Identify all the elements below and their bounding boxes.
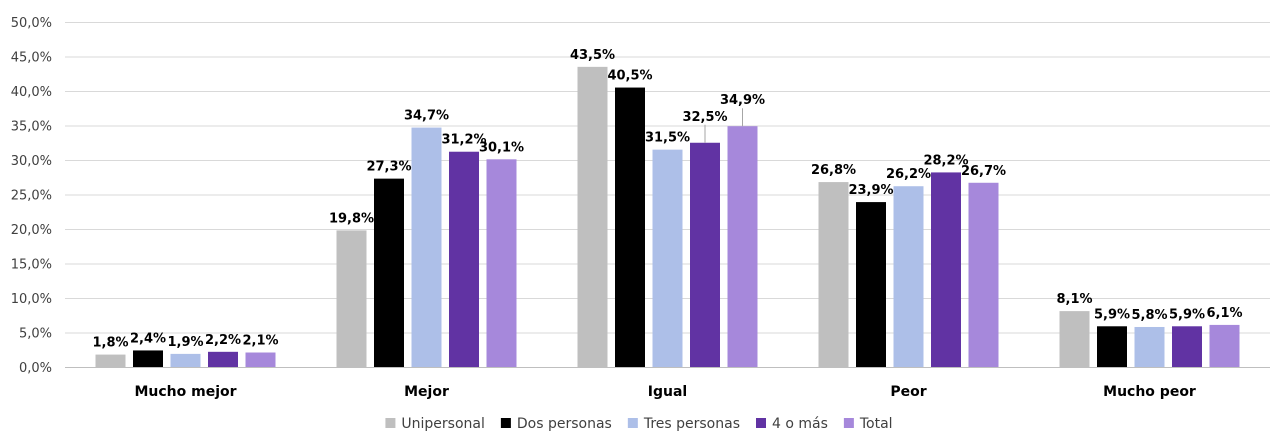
data-label: 8,1% <box>1056 292 1092 307</box>
data-label: 5,9% <box>1169 307 1205 322</box>
data-label: 19,8% <box>329 211 374 226</box>
data-label: 6,1% <box>1206 306 1242 321</box>
bar <box>133 350 163 367</box>
data-label: 5,9% <box>1094 307 1130 322</box>
y-axis-tick-labels: 0,0% 5,0% 10,0% 15,0% 20,0% 25,0% 30,0% 35,0% 40… <box>11 16 52 376</box>
bar <box>170 353 201 367</box>
bar <box>690 142 720 367</box>
y-tick-label: 15,0% <box>11 258 52 273</box>
y-tick-label: 35,0% <box>11 120 52 135</box>
data-label: 43,5% <box>570 48 615 63</box>
category-label: Mejor <box>404 384 449 400</box>
category-label: Mucho peor <box>1103 384 1196 400</box>
data-label: 2,4% <box>130 331 166 346</box>
legend-swatch <box>385 418 396 428</box>
data-label: 2,2% <box>205 333 241 348</box>
legend-item: 4 o más <box>755 416 828 432</box>
bar <box>411 127 442 367</box>
y-tick-label: 10,0% <box>11 292 52 307</box>
bar <box>856 202 886 367</box>
legend: Unipersonal Dos personas Tres personas 4 o … <box>385 416 893 432</box>
data-label: 5,8% <box>1131 308 1167 323</box>
legend-item: Tres personas <box>627 416 740 432</box>
y-tick-label: 0,0% <box>19 361 52 376</box>
bar <box>208 351 238 367</box>
bar <box>818 182 849 367</box>
y-tick-label: 20,0% <box>11 223 52 238</box>
data-label: 2,1% <box>242 334 278 349</box>
legend-item: Total <box>843 416 893 432</box>
data-label: 31,2% <box>441 133 486 148</box>
bars <box>95 66 1240 368</box>
bar <box>336 230 367 367</box>
bar <box>1209 324 1240 367</box>
x-axis-category-labels: Mucho mejor Mejor Igual Peor Mucho peor <box>134 384 1195 400</box>
legend-label: Total <box>859 416 893 432</box>
legend-swatch <box>500 418 511 428</box>
data-label: 30,1% <box>479 140 524 155</box>
bar <box>1059 311 1090 367</box>
y-tick-label: 25,0% <box>11 189 52 204</box>
data-label: 26,7% <box>961 164 1006 179</box>
legend-item: Unipersonal <box>385 416 485 432</box>
y-tick-label: 30,0% <box>11 154 52 169</box>
legend-swatch <box>755 418 766 428</box>
bar <box>486 159 517 367</box>
bar <box>449 151 479 367</box>
bar <box>968 182 999 367</box>
y-tick-label: 45,0% <box>11 51 52 66</box>
bar <box>245 352 276 367</box>
bar <box>893 186 924 367</box>
data-label: 26,8% <box>811 163 856 178</box>
bar <box>95 354 126 367</box>
legend-label: Tres personas <box>643 416 740 432</box>
data-label: 23,9% <box>848 183 893 198</box>
legend-item: Dos personas <box>500 416 612 432</box>
category-label: Igual <box>648 384 687 400</box>
data-label: 32,5% <box>682 110 727 125</box>
y-tick-label: 50,0% <box>11 16 52 31</box>
legend-swatch <box>627 418 638 428</box>
data-label: 31,5% <box>645 131 690 146</box>
legend-label: 4 o más <box>772 416 828 432</box>
data-label: 34,7% <box>404 109 449 124</box>
legend-label: Unipersonal <box>401 416 484 432</box>
bar <box>577 66 608 367</box>
bar <box>1134 326 1165 367</box>
bar <box>615 87 645 368</box>
data-label: 1,8% <box>92 336 128 351</box>
bar <box>1172 326 1202 367</box>
bar <box>727 126 758 367</box>
y-tick-label: 5,0% <box>19 327 52 342</box>
leader-lines <box>704 108 743 143</box>
category-label: Mucho mejor <box>134 384 236 400</box>
category-label: Peor <box>890 384 926 400</box>
data-label: 26,2% <box>886 167 931 182</box>
legend-label: Dos personas <box>517 416 612 432</box>
data-label: 40,5% <box>607 69 652 84</box>
legend-swatch <box>843 418 854 428</box>
bar <box>652 149 683 367</box>
data-label: 1,9% <box>167 335 203 350</box>
data-label: 34,9% <box>720 93 765 108</box>
bar <box>931 172 961 367</box>
y-tick-label: 40,0% <box>11 85 52 100</box>
data-label: 27,3% <box>366 160 411 175</box>
data-label: 28,2% <box>923 153 968 168</box>
data-labels: 1,8% 2,4% 1,9% 2,2% 2,1% 19,8% 27,3% 34,7% 31,2%… <box>92 48 1242 351</box>
bar <box>374 178 404 367</box>
bar <box>1097 326 1127 367</box>
